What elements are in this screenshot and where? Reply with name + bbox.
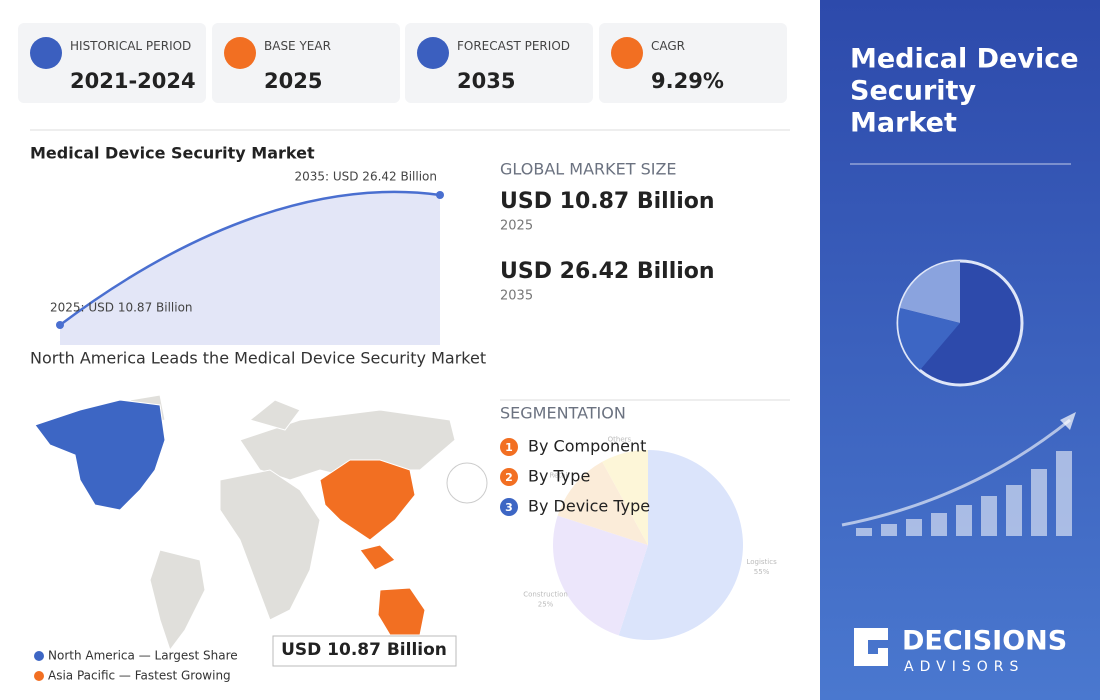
point bbox=[436, 191, 444, 199]
pie-chart: Logistics 55% Construction 25% Retail Others bbox=[523, 435, 777, 640]
logo-name: DECISIONS bbox=[902, 626, 1067, 657]
north-america-region bbox=[34, 399, 166, 511]
annotation: 2035: USD 26.42 Billion bbox=[294, 170, 437, 184]
main-graphics: Logistics55%Construction25%RetailOthers … bbox=[30, 129, 790, 683]
badge bbox=[500, 438, 518, 456]
stat-label: CAGR bbox=[651, 39, 686, 53]
badge-number: 1 bbox=[505, 441, 513, 454]
map-zoom-icon bbox=[446, 462, 488, 504]
stat-card: FORECAST PERIOD 2035 bbox=[405, 23, 593, 103]
badge bbox=[500, 468, 518, 486]
stat-label: BASE YEAR bbox=[264, 39, 331, 53]
chart-title: Medical Device Security Market bbox=[30, 144, 315, 163]
sidebar: Medical Device Security Market DECISIONS… bbox=[820, 0, 1100, 700]
legend-swatch bbox=[34, 651, 44, 661]
slice-label: Construction bbox=[523, 590, 568, 598]
legend-swatch bbox=[34, 671, 44, 681]
annotation: 2025: USD 10.87 Billion bbox=[50, 301, 193, 315]
section-label: SEGMENTATION bbox=[500, 404, 626, 423]
badge-number: 3 bbox=[505, 501, 513, 514]
asia-pacific-region bbox=[319, 459, 426, 636]
market-value: USD 10.87 Billion bbox=[500, 189, 715, 214]
badge bbox=[500, 498, 518, 516]
segment-item[interactable]: By Type bbox=[528, 467, 590, 486]
map-value: USD 10.87 Billion bbox=[281, 640, 447, 660]
world-map bbox=[129, 394, 456, 652]
market-year: 2035 bbox=[500, 289, 533, 304]
market-value: USD 26.42 Billion bbox=[500, 259, 715, 284]
slice-value: 55% bbox=[754, 568, 770, 576]
stat-card: HISTORICAL PERIOD 2021-2024 bbox=[18, 23, 206, 103]
badge-number: 2 bbox=[505, 471, 513, 484]
section-label: GLOBAL MARKET SIZE bbox=[500, 160, 677, 179]
map-value-box bbox=[272, 635, 457, 667]
stat-label: FORECAST PERIOD bbox=[457, 39, 570, 53]
segment-item[interactable]: By Component bbox=[528, 437, 646, 456]
point bbox=[56, 321, 64, 329]
stat-value: 9.29% bbox=[651, 69, 724, 93]
area bbox=[60, 191, 440, 345]
stat-label: HISTORICAL PERIOD bbox=[70, 39, 192, 53]
icon bbox=[30, 37, 62, 69]
slice-label: Others bbox=[608, 435, 632, 443]
stat-value: 2035 bbox=[457, 69, 516, 93]
sidebar-title: Medical Device bbox=[850, 44, 1079, 75]
line bbox=[59, 190, 441, 327]
segment-item[interactable]: By Device Type bbox=[528, 497, 650, 516]
pie-slice bbox=[602, 450, 648, 545]
logo-mark bbox=[854, 628, 888, 666]
pie-slice bbox=[553, 515, 648, 636]
legend-label: North America — Largest Share bbox=[48, 649, 238, 663]
line-chart bbox=[56, 190, 444, 345]
sidebar-title: Security bbox=[850, 76, 976, 107]
stat-value: 2025 bbox=[264, 69, 323, 93]
logo-tagline: ADVISORS bbox=[904, 659, 1024, 675]
icon bbox=[224, 37, 256, 69]
stat-value: 2021-2024 bbox=[70, 69, 196, 93]
legend-label: Asia Pacific — Fastest Growing bbox=[48, 669, 231, 683]
stat-card: CAGR 9.29% bbox=[599, 23, 787, 103]
icon bbox=[611, 37, 643, 69]
stat-card: BASE YEAR 2025 bbox=[212, 23, 400, 103]
icon bbox=[417, 37, 449, 69]
market-year: 2025 bbox=[500, 219, 533, 234]
slice-label: Logistics bbox=[746, 558, 777, 566]
decorative-pie bbox=[896, 259, 1024, 387]
map-title: North America Leads the Medical Device S… bbox=[30, 349, 486, 368]
pie-slice bbox=[618, 450, 744, 640]
slice-value: 25% bbox=[538, 600, 554, 608]
decorative-bars bbox=[841, 412, 1076, 536]
sidebar-title: Market bbox=[850, 108, 957, 139]
slice-label: Retail bbox=[550, 472, 570, 480]
pie-slice bbox=[557, 461, 648, 545]
